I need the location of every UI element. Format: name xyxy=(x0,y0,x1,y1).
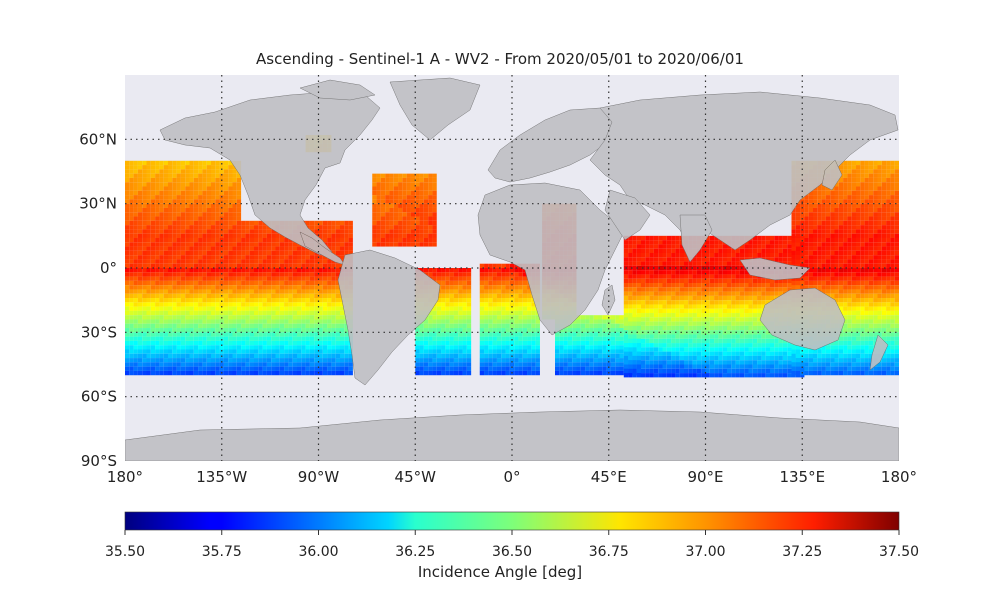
madagascar xyxy=(601,284,616,316)
latitude-labels: 60°N 30°N 0° 30°S 60°S 90°S xyxy=(79,130,117,470)
australia xyxy=(759,287,846,351)
swath-indian-east xyxy=(623,235,805,378)
arctic-islands xyxy=(299,79,376,101)
map-title: Ascending - Sentinel-1 A - WV2 - From 20… xyxy=(256,50,744,68)
arabian-peninsula xyxy=(604,189,651,241)
lat-tick-label: 30°S xyxy=(81,323,117,341)
asia xyxy=(589,91,899,251)
lon-tick-label: 180° xyxy=(107,468,143,486)
colorbar-tick-label: 37.00 xyxy=(685,544,725,560)
colorbar-tick-label: 36.75 xyxy=(589,544,629,560)
swath-indian xyxy=(555,315,641,376)
swath-atlantic-north xyxy=(372,173,437,247)
greenland xyxy=(389,77,481,141)
lon-tick-label: 0° xyxy=(503,468,520,486)
lat-tick-label: 60°S xyxy=(81,388,117,406)
lon-tick-label: 135°E xyxy=(779,468,825,486)
colorbar-tick-label: 37.50 xyxy=(879,544,919,560)
lat-tick-label: 30°N xyxy=(79,195,117,213)
lat-tick-label: 90°S xyxy=(81,452,117,470)
colorbar-tick-label: 36.25 xyxy=(395,544,435,560)
japan xyxy=(821,159,843,191)
india xyxy=(679,214,713,263)
lon-tick-label: 45°E xyxy=(591,468,627,486)
lat-tick-label: 0° xyxy=(100,259,117,277)
colorbar-ticks: 35.50 35.75 36.00 36.25 36.50 36.75 37.00 37.25… xyxy=(105,530,919,560)
colorbar-tick-label: 37.25 xyxy=(782,544,822,560)
colorbar: 35.50 35.75 36.00 36.25 36.50 36.75 37.00 37.25… xyxy=(105,511,919,560)
swath-pacific-east xyxy=(241,220,353,376)
colorbar-tick-label: 35.50 xyxy=(105,544,145,560)
lat-tick-label: 60°N xyxy=(79,130,117,148)
indonesia xyxy=(739,257,811,281)
longitude-labels: 180° 135°W 90°W 45°W 0° 45°E 90°E 135°E 180° xyxy=(107,468,917,486)
lon-tick-label: 45°W xyxy=(395,468,437,486)
new-zealand xyxy=(869,334,889,371)
colorbar-gradient xyxy=(125,512,899,530)
graticule xyxy=(125,75,899,461)
south-america xyxy=(337,249,441,386)
colorbar-tick-label: 36.00 xyxy=(298,544,338,560)
colorbar-label: Incidence Angle [deg] xyxy=(417,563,583,581)
colorbar-tick-label: 36.50 xyxy=(492,544,532,560)
lon-tick-label: 90°E xyxy=(687,468,723,486)
colorbar-tick-label: 35.75 xyxy=(202,544,242,560)
swath-atlantic-east xyxy=(479,263,540,376)
lon-tick-label: 135°W xyxy=(196,468,247,486)
lon-tick-label: 180° xyxy=(881,468,917,486)
land-layer xyxy=(125,77,899,461)
lon-tick-label: 90°W xyxy=(298,468,340,486)
africa xyxy=(477,182,626,336)
